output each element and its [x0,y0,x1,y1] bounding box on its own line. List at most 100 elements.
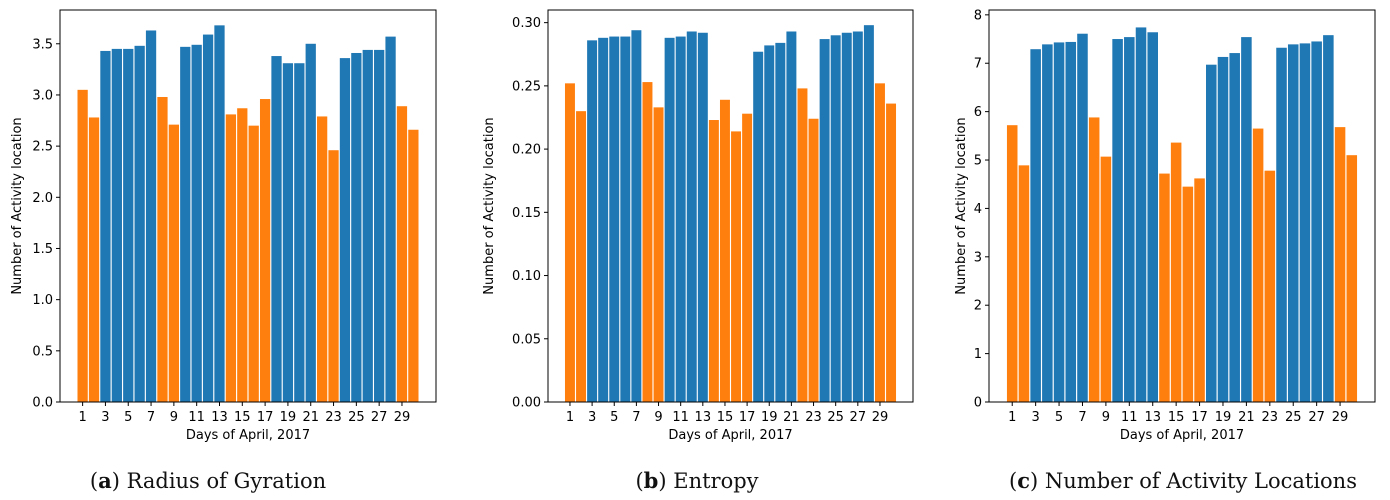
bar-day-9 [1100,156,1112,402]
chart-panel-b: 0.000.050.100.150.200.250.301 3 5 7 9 11 13 15 1… [482,9,914,443]
bar-day-20 [775,42,786,403]
bar-day-1 [77,89,88,403]
bar-day-27 [852,31,863,403]
bar-day-5 [1053,42,1065,403]
y-tick-label: 2.5 [32,140,53,155]
bar-day-30 [886,103,897,403]
x-tick-label: 7 [1078,410,1086,425]
caption-b: (b) Entropy [635,468,759,493]
bar-day-25 [1287,44,1299,402]
x-tick-label: 11 [1121,410,1138,425]
bar-day-15 [1170,142,1182,402]
bar-day-8 [642,82,653,402]
y-tick-label: 3.0 [32,88,53,103]
x-tick-label: 17 [739,410,756,425]
y-tick-label: 0 [974,396,982,411]
bar-day-14 [225,114,237,403]
bar-day-11 [675,36,686,402]
x-tick-label: 29 [1332,410,1349,425]
bar-day-28 [863,25,874,402]
bar-day-1 [564,83,575,403]
bar-day-20 [294,63,305,403]
y-tick-label: 5 [974,154,982,169]
x-tick-label: 27 [371,410,388,425]
x-axis-label: Days of April, 2017 [186,428,310,443]
y-tick-label: 0.30 [512,16,541,31]
bar-day-16 [248,125,259,403]
bar-day-17 [742,113,753,403]
bar-day-28 [1323,35,1334,402]
y-axis-label: Number of Activity location [482,117,497,294]
y-tick-label: 3.5 [32,37,53,52]
x-tick-label: 13 [1144,410,1161,425]
y-tick-label: 0.5 [32,344,53,359]
x-tick-label: 13 [695,410,712,425]
bar-day-15 [237,108,248,403]
bar-day-13 [697,32,708,402]
bar-day-10 [1112,39,1123,402]
bar-day-14 [708,120,719,402]
x-tick-label: 27 [1308,410,1325,425]
bar-day-2 [1018,165,1030,402]
bar-day-7 [631,30,642,402]
bar-day-18 [753,51,764,402]
x-tick-label: 11 [672,410,689,425]
bar-day-15 [719,99,730,403]
x-tick-label: 25 [827,410,844,425]
bar-day-2 [576,111,587,403]
bar-day-7 [1077,33,1088,402]
x-tick-label: 19 [1215,410,1232,425]
bar-day-20 [1229,53,1240,403]
bar-day-13 [214,25,225,403]
bar-day-5 [123,48,134,403]
bar-day-1 [1006,125,1018,403]
x-tick-label: 23 [1262,410,1279,425]
x-tick-label: 15 [1168,410,1185,425]
bar-day-27 [374,49,385,403]
x-axis-label: Days of April, 2017 [668,428,792,443]
x-tick-label: 9 [1102,410,1110,425]
x-tick-label: 3 [588,410,596,425]
y-tick-label: 0.10 [512,269,541,284]
bar-day-8 [157,96,168,403]
bar-day-7 [145,30,157,403]
x-tick-label: 17 [257,410,274,425]
bar-day-16 [731,131,742,402]
y-tick-label: 0.20 [512,143,541,158]
bar-day-11 [191,44,202,403]
bar-day-22 [317,116,328,403]
y-tick-label: 2 [974,299,982,314]
y-tick-label: 2.0 [32,191,53,206]
x-tick-label: 1 [1008,410,1016,425]
x-tick-label: 13 [211,410,228,425]
bar-day-19 [1217,56,1229,403]
y-tick-label: 1.0 [32,293,53,308]
bar-day-21 [305,43,316,403]
bar-day-30 [1346,155,1358,402]
x-tick-label: 7 [632,410,640,425]
bar-day-19 [282,63,294,403]
bar-day-5 [609,36,620,402]
y-tick-label: 0.0 [32,396,53,411]
caption-a: (a) Radius of Gyration [89,468,327,493]
x-tick-label: 9 [170,410,178,425]
y-tick-label: 1 [974,347,982,362]
bar-day-17 [1194,178,1205,402]
caption-c: (c) Number of Activity Locations [1009,468,1357,493]
bar-day-29 [1334,127,1346,402]
x-tick-label: 21 [302,410,319,425]
bar-day-6 [134,45,145,403]
bar-day-19 [764,45,775,402]
x-tick-label: 5 [124,410,132,425]
x-tick-label: 29 [394,410,411,425]
x-tick-label: 1 [566,410,574,425]
bar-day-24 [339,58,351,403]
bar-day-6 [1065,41,1077,403]
bar-day-27 [1311,41,1322,403]
x-tick-label: 27 [850,410,867,425]
x-tick-label: 23 [325,410,342,425]
bar-day-8 [1088,117,1100,402]
x-tick-label: 9 [654,410,662,425]
bar-day-25 [351,52,362,403]
